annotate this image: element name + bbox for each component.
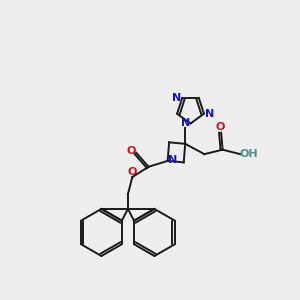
Text: OH: OH bbox=[239, 149, 258, 159]
Text: N: N bbox=[205, 109, 214, 119]
Text: O: O bbox=[126, 146, 136, 156]
Text: N: N bbox=[168, 155, 177, 165]
Text: N: N bbox=[182, 118, 191, 128]
Text: N: N bbox=[172, 93, 182, 103]
Text: O: O bbox=[216, 122, 225, 132]
Text: O: O bbox=[128, 167, 137, 177]
